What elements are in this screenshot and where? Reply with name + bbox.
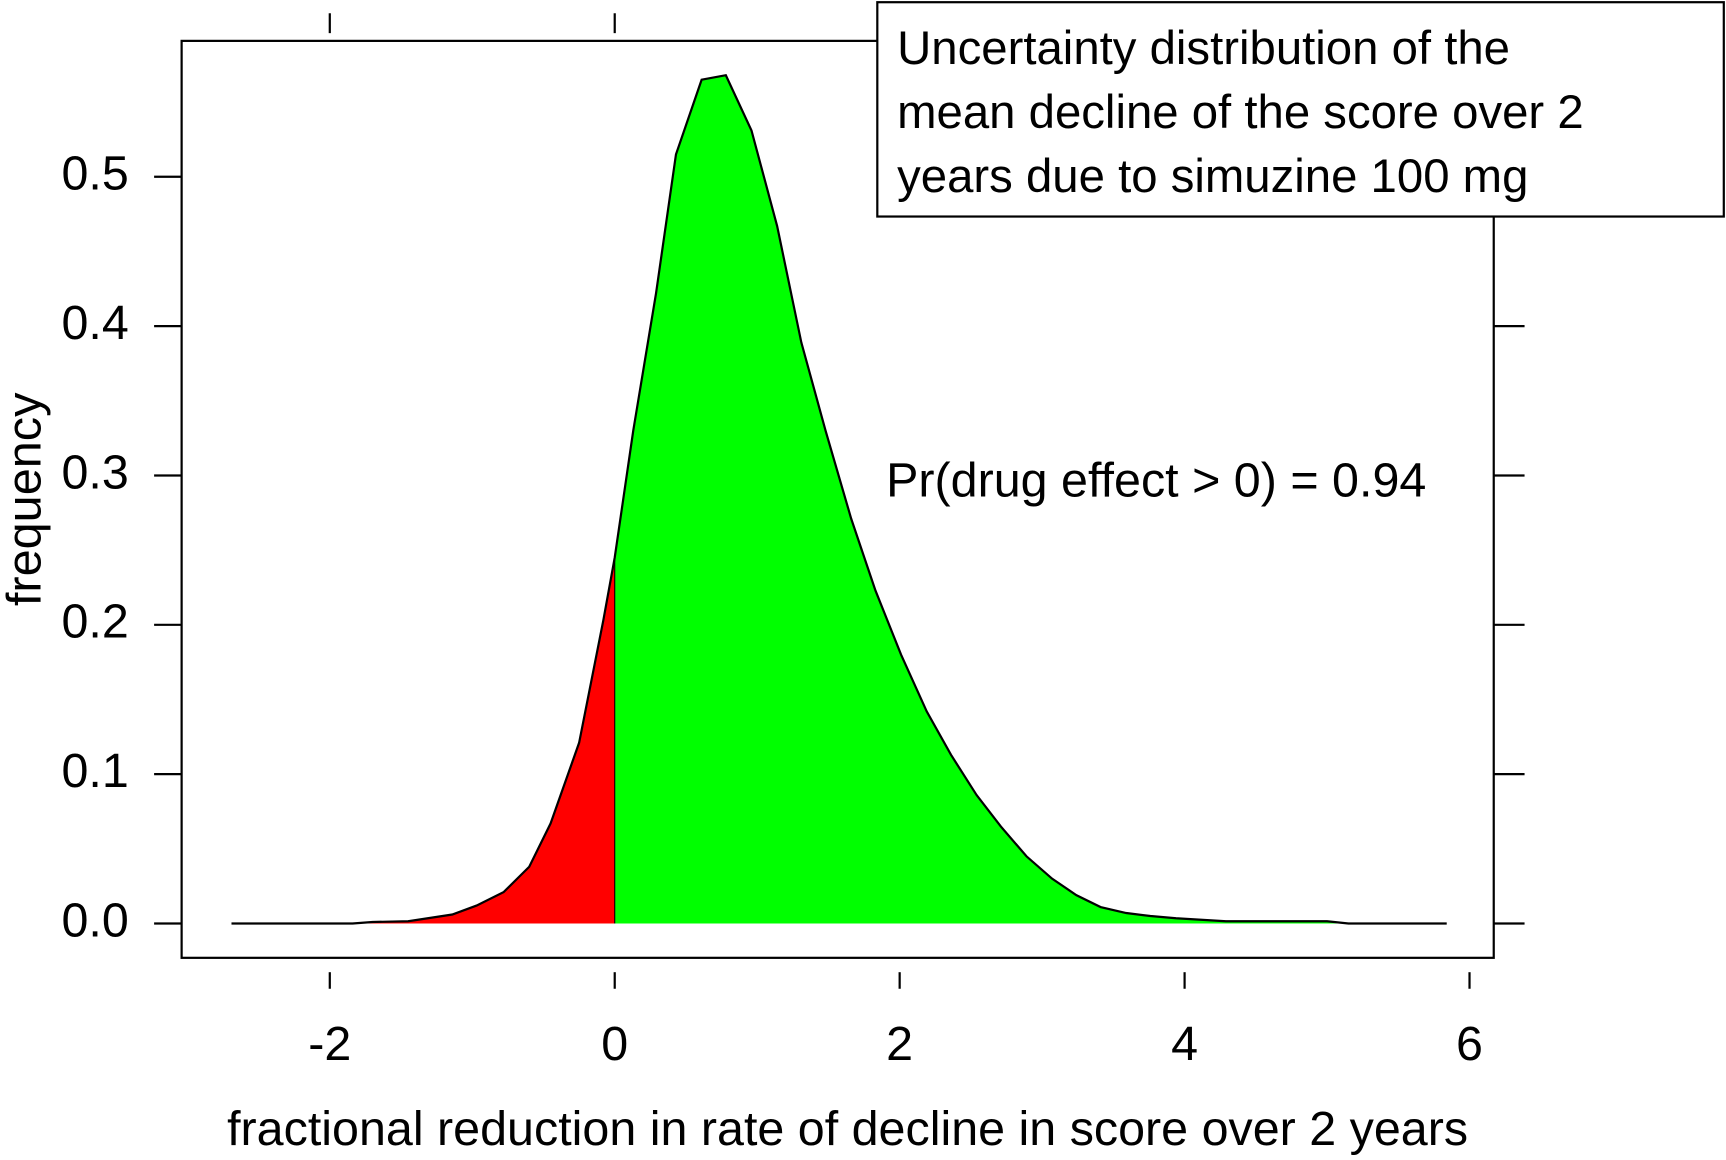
legend-text: mean decline of the score over 2: [897, 86, 1584, 139]
legend-text: years due to simuzine 100 mg: [897, 150, 1528, 203]
y-tick-label: 0.2: [61, 595, 128, 649]
annotation: Pr(drug effect > 0) = 0.94: [886, 454, 1426, 508]
x-tick-label: 4: [1171, 1017, 1198, 1071]
area-below: [231, 557, 615, 924]
density-line: [231, 73, 1447, 925]
area-above: [614, 75, 1447, 924]
legend-box: [876, 1, 1725, 218]
plot-frame: [180, 39, 1495, 959]
x-axis-title: fractional reduction in rate of decline …: [227, 1102, 1468, 1156]
plot-area: [231, 73, 1447, 925]
x-tick-label: -2: [308, 1017, 351, 1071]
y-tick-label: 0.0: [61, 893, 128, 947]
y-axis-title: frequency: [0, 392, 51, 606]
legend-text: Uncertainty distribution of the: [897, 22, 1510, 75]
x-tick-label: 2: [886, 1017, 913, 1071]
y-tick-label: 0.3: [61, 445, 128, 499]
y-tick-label: 0.5: [61, 147, 128, 201]
x-tick-label: 0: [601, 1017, 628, 1071]
y-tick-label: 0.4: [61, 296, 128, 350]
x-tick-label: 6: [1456, 1017, 1483, 1071]
y-tick-label: 0.1: [61, 744, 128, 798]
